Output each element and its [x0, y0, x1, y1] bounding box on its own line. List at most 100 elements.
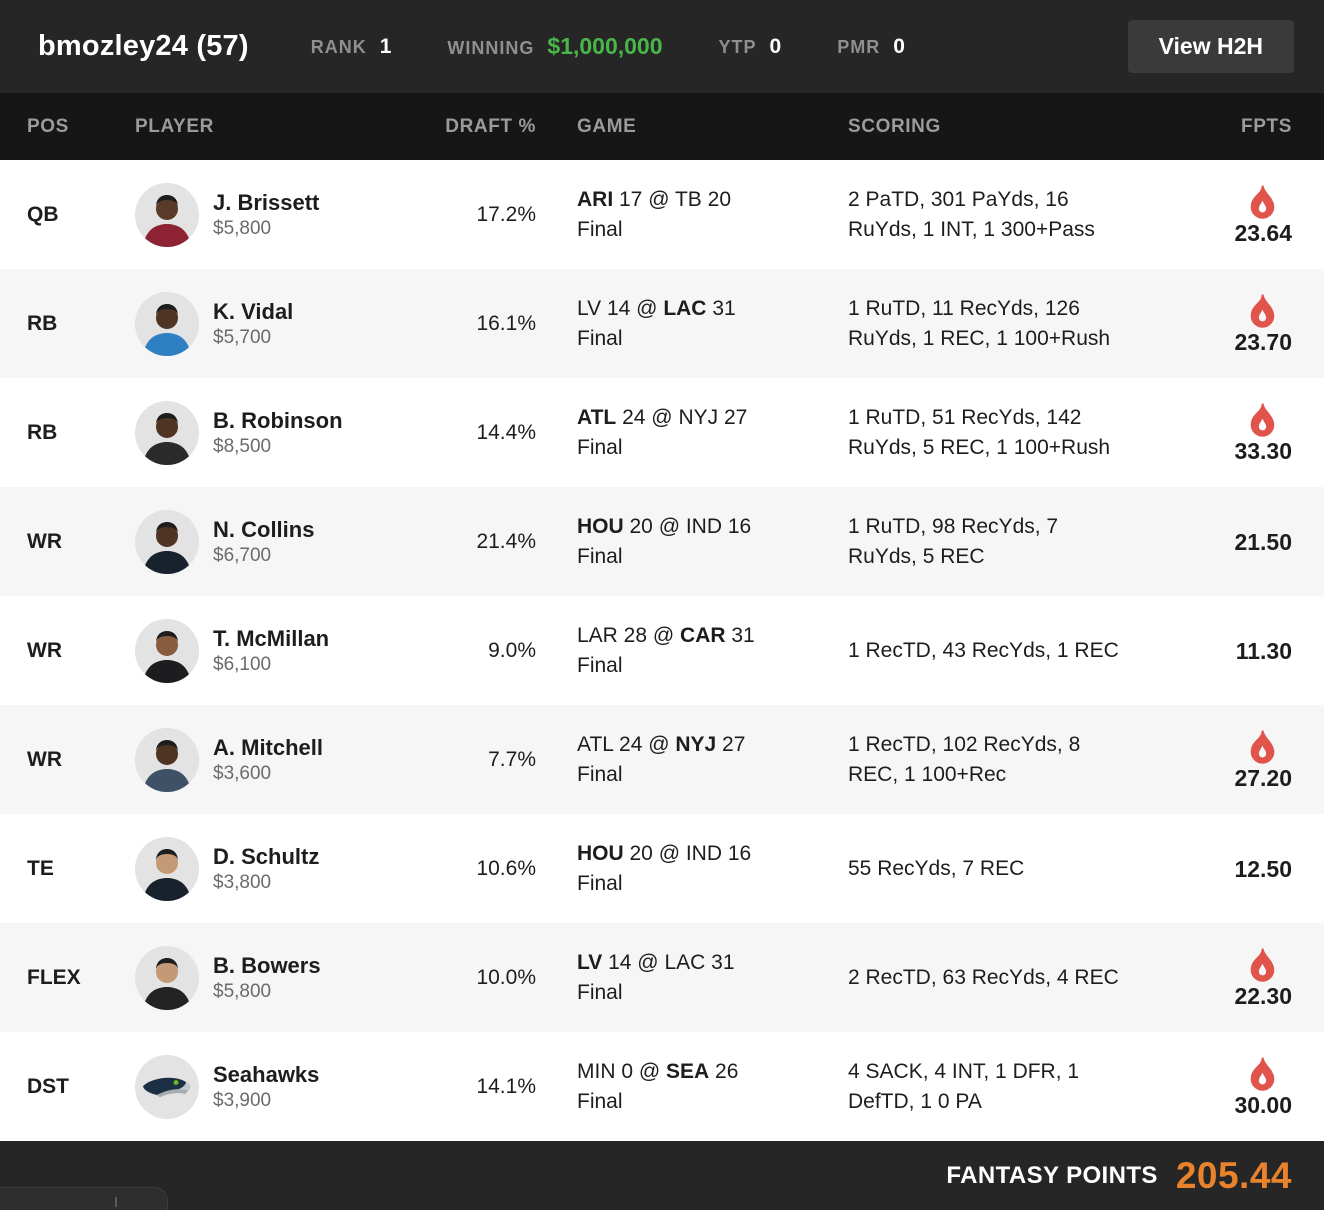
entry-stats: RANK 1 WINNING $1,000,000 YTP 0 PMR 0: [311, 33, 905, 60]
scoring-line-2: RuYds, 5 REC, 1 100+Rush: [848, 435, 1111, 459]
scoring-line-1: 1 RuTD, 51 RecYds, 142: [848, 405, 1082, 429]
draft-percent: 14.4%: [476, 420, 536, 444]
player-row[interactable]: TE: [0, 814, 1324, 923]
hot-fire-icon: [1250, 402, 1275, 437]
player-identity: B. Robinson $8,500: [213, 407, 343, 459]
lineup-table-body: QB: [0, 160, 1324, 1141]
player-cell: T. McMillan $6,100: [108, 618, 408, 683]
player-photo: [135, 400, 199, 465]
hot-fire-icon: [1250, 947, 1275, 982]
fpts-value: 22.30: [1234, 982, 1292, 1009]
fpts-value: 33.30: [1234, 437, 1292, 464]
scoring-line-2: RuYds, 1 INT, 1 300+Pass: [848, 217, 1095, 241]
player-avatar: [135, 945, 199, 1010]
player-photo: [135, 618, 199, 683]
game-cell: HOU 20 @ IND 16 Final: [536, 512, 848, 572]
player-name: N. Collins: [213, 516, 315, 542]
player-cell: J. Brissett $5,800: [108, 182, 408, 247]
game-score: HOU 20 @ IND 16: [577, 514, 752, 538]
stat-winning: WINNING $1,000,000: [447, 33, 662, 60]
player-avatar: [135, 182, 199, 247]
player-name: K. Vidal: [213, 298, 294, 324]
position-label: TE: [27, 856, 54, 880]
player-avatar: [135, 836, 199, 901]
hot-fire-icon: [1250, 293, 1275, 328]
scoring-summary: 1 RuTD, 98 RecYds, 7 RuYds, 5 REC: [848, 512, 1140, 572]
player-salary: $3,900: [213, 1089, 272, 1111]
ytp-value: 0: [769, 34, 782, 58]
game-score: HOU 20 @ IND 16: [577, 841, 752, 865]
player-name: B. Robinson: [213, 407, 343, 433]
player-cell: B. Bowers $5,800: [108, 945, 408, 1010]
draft-percent: 7.7%: [488, 747, 536, 771]
player-photo: [135, 509, 199, 574]
game-status: Final: [577, 544, 623, 568]
draft-percent: 14.1%: [476, 1074, 536, 1098]
fpts-value: 12.50: [1234, 855, 1292, 882]
game-status: Final: [577, 217, 623, 241]
rank-value: 1: [379, 34, 392, 58]
player-row[interactable]: RB: [0, 378, 1324, 487]
rank-label: RANK: [310, 36, 367, 57]
winning-value: $1,000,000: [547, 33, 663, 59]
player-identity: D. Schultz $3,800: [213, 843, 319, 895]
game-cell: LAR 28 @ CAR 31 Final: [536, 621, 848, 681]
game-score: ATL 24 @ NYJ 27: [577, 732, 746, 756]
player-row[interactable]: FLEX: [0, 923, 1324, 1032]
player-identity: J. Brissett $5,800: [213, 189, 319, 241]
game-status: Final: [577, 762, 623, 786]
player-name: Seahawks: [213, 1061, 320, 1087]
game-status: Final: [577, 980, 623, 1004]
fpts-value: 21.50: [1234, 528, 1292, 555]
draft-percent: 21.4%: [476, 529, 536, 553]
draft-percent: 17.2%: [476, 202, 536, 226]
game-status: Final: [577, 653, 623, 677]
column-header-scoring: SCORING: [848, 115, 941, 137]
position-label: FLEX: [27, 965, 81, 989]
fpts-cell: 21.50: [1140, 487, 1324, 596]
player-identity: Seahawks $3,900: [213, 1061, 319, 1113]
player-row[interactable]: WR: [0, 705, 1324, 814]
column-header-game: GAME: [577, 115, 637, 137]
view-h2h-button[interactable]: View H2H: [1127, 20, 1294, 73]
winning-label: WINNING: [447, 38, 535, 58]
draft-percent: 10.6%: [476, 856, 536, 880]
position-label: WR: [27, 529, 62, 553]
scoring-line-1: 1 RuTD, 11 RecYds, 126: [848, 296, 1080, 320]
scoring-summary: 1 RuTD, 11 RecYds, 126 RuYds, 1 REC, 1 1…: [848, 294, 1140, 354]
player-salary: $6,700: [213, 544, 272, 566]
stat-rank: RANK 1: [311, 35, 392, 59]
scoring-summary: 1 RecTD, 102 RecYds, 8 REC, 1 100+Rec: [848, 730, 1140, 790]
player-name: D. Schultz: [213, 843, 320, 869]
player-salary: $5,800: [213, 217, 272, 239]
table-header: POS PLAYER DRAFT % GAME SCORING FPTS: [0, 93, 1324, 160]
player-avatar: [135, 618, 199, 683]
scoring-line-2: REC, 1 100+Rec: [848, 762, 1007, 786]
position-label: DST: [27, 1074, 69, 1098]
player-row[interactable]: WR: [0, 487, 1324, 596]
player-row[interactable]: RB: [0, 269, 1324, 378]
player-photo: [135, 836, 199, 901]
fpts-value: 27.20: [1234, 764, 1292, 791]
player-identity: A. Mitchell $3,600: [213, 734, 323, 786]
player-row[interactable]: DST: [0, 1032, 1324, 1141]
player-name: T. McMillan: [213, 625, 330, 651]
toast-tick: [115, 1197, 117, 1207]
position-label: WR: [27, 747, 62, 771]
player-photo: [135, 945, 199, 1010]
player-avatar: [135, 400, 199, 465]
player-row[interactable]: QB: [0, 160, 1324, 269]
player-cell: A. Mitchell $3,600: [108, 727, 408, 792]
player-row[interactable]: WR: [0, 596, 1324, 705]
player-cell: D. Schultz $3,800: [108, 836, 408, 901]
game-cell: ATL 24 @ NYJ 27 Final: [536, 403, 848, 463]
scoring-line-1: 1 RuTD, 98 RecYds, 7: [848, 514, 1059, 538]
player-identity: K. Vidal $5,700: [213, 298, 293, 350]
player-cell: B. Robinson $8,500: [108, 400, 408, 465]
player-avatar: [135, 509, 199, 574]
scoring-line-1: 4 SACK, 4 INT, 1 DFR, 1: [848, 1059, 1080, 1083]
pmr-label: PMR: [837, 36, 881, 57]
entry-username: bmozley24 (57): [38, 30, 249, 62]
seahawks-logo: [137, 1054, 197, 1119]
hot-fire-icon: [1250, 729, 1275, 764]
